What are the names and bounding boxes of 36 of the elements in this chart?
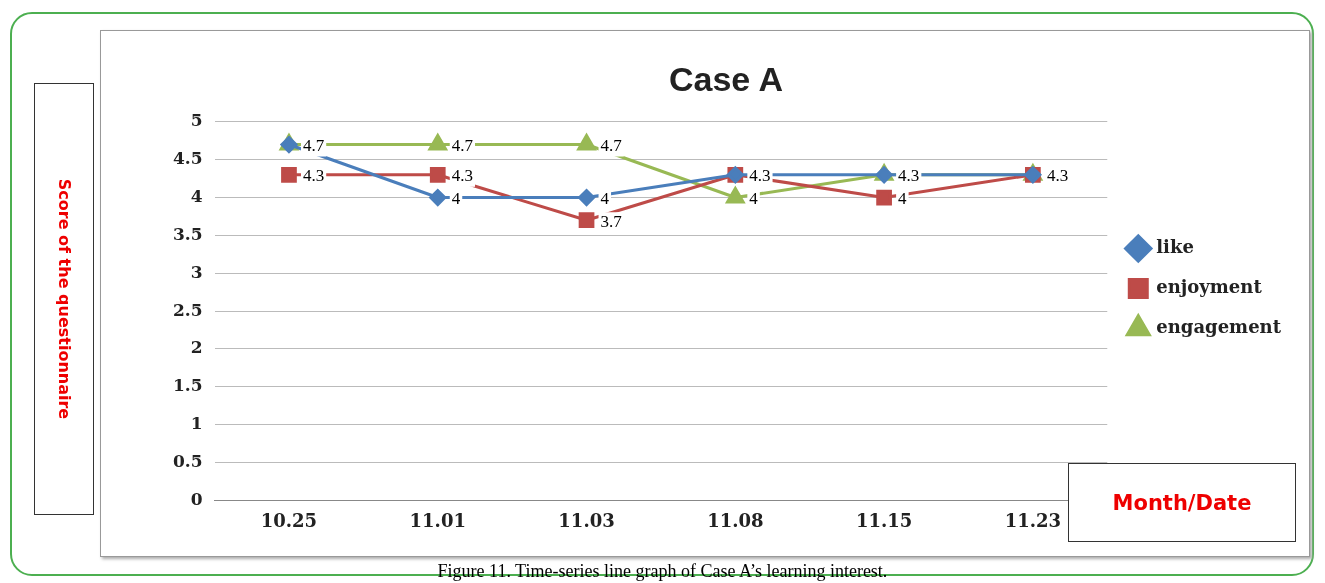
data-label: 4.7 [600, 135, 623, 155]
data-label: 4.7 [302, 135, 325, 155]
data-label: 4.3 [898, 166, 920, 186]
data-label: 3.7 [600, 211, 623, 231]
data-label: 4.3 [451, 166, 473, 186]
y-tick-label: 3.5 [173, 223, 203, 244]
y-tick-label: 0.5 [173, 450, 203, 471]
x-tick-label: 11.01 [409, 509, 466, 531]
x-tick-label: 10.25 [260, 509, 318, 531]
data-label: 4.7 [451, 135, 474, 155]
y-tick-label: 2 [190, 337, 203, 358]
data-label: 4 [749, 188, 759, 208]
x-tick-label: 11.03 [558, 509, 615, 531]
y-tick-label: 4 [190, 185, 203, 206]
data-label: 4.3 [749, 166, 771, 186]
data-label: 4 [451, 188, 461, 208]
x-tick-label: 11.08 [707, 509, 764, 531]
legend-label: enjoyment [1156, 276, 1263, 298]
y-tick-label: 4.5 [173, 148, 203, 169]
y-tick-label: 2.5 [173, 299, 203, 320]
data-label: 4.3 [1046, 166, 1069, 186]
data-label: 4.3 [302, 166, 325, 186]
legend-label: engagement [1156, 316, 1282, 338]
text-box: Month/Date [1068, 463, 1296, 542]
y-tick-label: 1 [190, 413, 203, 434]
chart-title: Case A [668, 59, 784, 98]
data-label: 4 [600, 188, 610, 208]
data-label: 4 [898, 188, 908, 208]
y-tick-label: 3 [190, 261, 203, 282]
text-box: Score of the questionnaire [34, 83, 94, 515]
legend-label: like [1156, 236, 1194, 258]
y-tick-label: 5 [190, 110, 203, 131]
y-tick-label: 1.5 [173, 375, 203, 396]
y-tick-label: 0 [190, 488, 203, 509]
x-tick-label: 11.23 [1004, 509, 1062, 531]
x-tick-label: 11.15 [855, 509, 913, 531]
